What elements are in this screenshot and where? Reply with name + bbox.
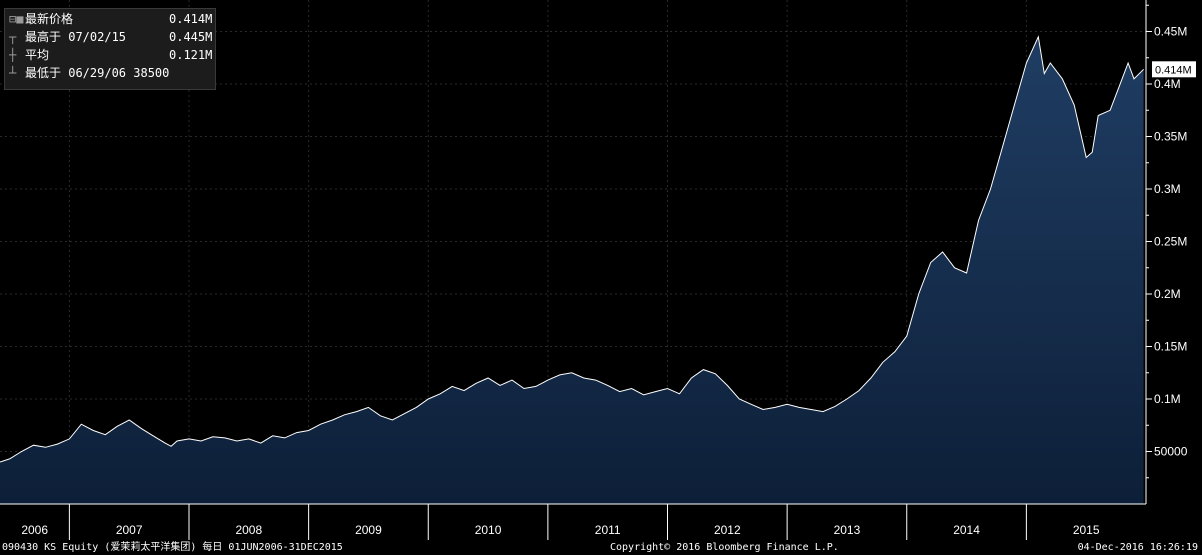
footer-security: 090430 KS Equity (爱茉莉太平洋集团) 每日 01JUN2006… — [2, 542, 343, 553]
y-tick-label: 50000 — [1154, 445, 1188, 459]
x-tick-label: 2015 — [1073, 523, 1100, 537]
legend-value: 0.445M — [169, 30, 213, 44]
x-tick-label: 2007 — [116, 523, 143, 537]
x-tick-label: 2010 — [475, 523, 502, 537]
y-tick-label: 0.2M — [1154, 287, 1181, 301]
last-price-label: 0.414M — [1152, 61, 1196, 78]
x-tick-label: 2008 — [235, 523, 262, 537]
price-line — [0, 35, 1144, 463]
y-tick-label: 0.4M — [1154, 77, 1181, 91]
legend-row-average: ┼ 平均 0.121M — [9, 48, 212, 63]
legend-label: 平均 — [25, 48, 50, 62]
y-tick-label: 0.15M — [1154, 340, 1187, 354]
y-tick-label: 0.45M — [1154, 25, 1187, 39]
footer-bar: 090430 KS Equity (爱茉莉太平洋集团) 每日 01JUN2006… — [0, 541, 1202, 555]
x-tick-label: 2012 — [714, 523, 741, 537]
x-axis: 2006 2007 2008 2009 2010 2011 2012 2013 2014 2015 — [0, 503, 1146, 540]
x-tick-label: 2009 — [355, 523, 382, 537]
legend-box: ⊟■ 最新价格 0.414M ┬ 最高于 07/02/15 0.445M ┼ 平均 0.12… — [4, 8, 216, 90]
last-price-box — [1152, 61, 1196, 78]
price-area — [0, 36, 1144, 505]
legend-value: 0.121M — [169, 48, 213, 62]
last-price-text: 0.414M — [1155, 64, 1192, 76]
footer-copyright: Copyright© 2016 Bloomberg Finance L.P. — [610, 542, 839, 553]
legend-label: 最低于 06/29/06 38500 — [25, 66, 170, 80]
x-tick-label: 2011 — [595, 523, 621, 537]
legend-label: 最高于 07/02/15 — [25, 30, 127, 44]
x-tick-label: 2013 — [834, 523, 861, 537]
high-marker-icon: ┬ — [9, 30, 17, 44]
footer-timestamp: 04-Dec-2016 16:26:19 — [1077, 542, 1198, 553]
y-tick-label: 0.25M — [1154, 235, 1187, 249]
legend-row-high: ┬ 最高于 07/02/15 0.445M — [9, 30, 212, 45]
average-marker-icon: ┼ — [9, 48, 17, 62]
x-tick-label: 2014 — [953, 523, 980, 537]
legend-value: 0.414M — [169, 12, 213, 26]
legend-row-last[interactable]: ⊟■ 最新价格 0.414M — [9, 12, 212, 27]
legend-toggle-icon[interactable]: ⊟■ — [9, 12, 24, 26]
x-tick-label: 2006 — [21, 523, 48, 537]
legend-row-low: ┴ 最低于 06/29/06 38500 — [9, 66, 169, 81]
y-tick-label: 0.3M — [1154, 182, 1181, 196]
low-marker-icon: ┴ — [9, 66, 17, 80]
y-axis: 50000 0.1M 0.15M 0.2M 0.25M 0.3M 0.35M 0.4M 0.45… — [1145, 0, 1188, 504]
legend-label: 最新价格 — [25, 12, 74, 26]
y-tick-label: 0.1M — [1154, 392, 1181, 406]
y-tick-label: 0.35M — [1154, 130, 1187, 144]
